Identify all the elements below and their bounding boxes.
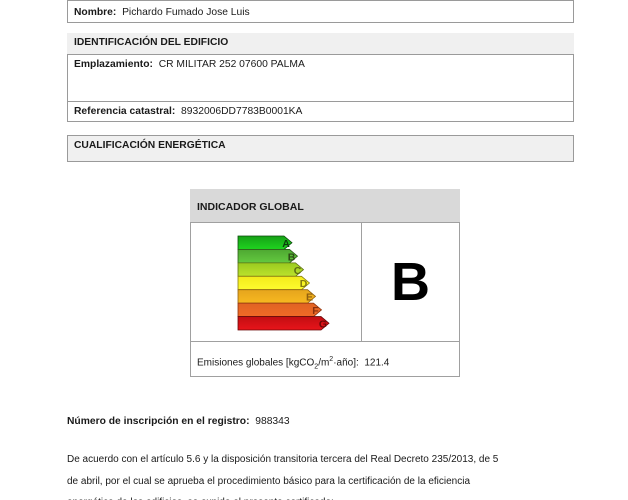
- svg-text:E: E: [306, 292, 313, 304]
- svg-text:G: G: [319, 319, 327, 331]
- svg-text:A: A: [282, 238, 290, 250]
- svg-text:B: B: [288, 251, 296, 263]
- svg-text:F: F: [312, 305, 319, 317]
- svg-text:C: C: [294, 265, 302, 277]
- svg-text:D: D: [300, 278, 308, 290]
